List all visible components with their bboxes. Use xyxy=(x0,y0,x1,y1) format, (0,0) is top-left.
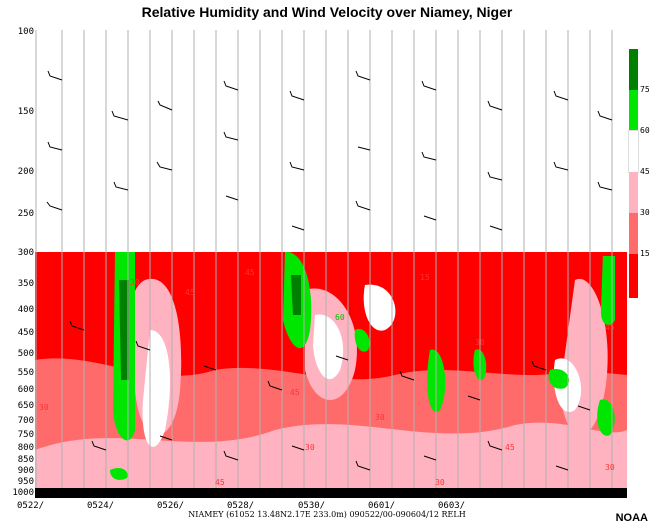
legend-label: 75 xyxy=(640,85,650,94)
legend-label: 60 xyxy=(640,126,650,135)
svg-text:15: 15 xyxy=(420,273,430,282)
x-tick: 0530/ xyxy=(298,501,326,511)
y-tick: 650 xyxy=(17,401,34,411)
y-tick: 250 xyxy=(17,209,34,219)
svg-text:30: 30 xyxy=(305,443,315,452)
svg-text:30: 30 xyxy=(435,478,445,487)
svg-text:30: 30 xyxy=(130,278,140,287)
legend-swatch-60-75 xyxy=(629,90,638,131)
x-tick: 0601/ xyxy=(368,501,396,511)
legend-label: 45 xyxy=(640,167,650,176)
y-tick: 550 xyxy=(17,368,34,378)
x-tick: 0528/ xyxy=(227,501,255,511)
legend-swatch-under15 xyxy=(629,254,638,298)
y-tick: 800 xyxy=(17,443,34,453)
y-tick: 950 xyxy=(17,477,34,487)
y-tick: 850 xyxy=(17,455,34,465)
y-tick: 450 xyxy=(17,328,34,338)
y-tick: 150 xyxy=(17,107,34,117)
humidity-contour-plot: 30 45 45 60 15 30 45 30 45 30 30 45 30 4… xyxy=(35,30,627,488)
chart-title: Relative Humidity and Wind Velocity over… xyxy=(141,4,513,20)
svg-text:45: 45 xyxy=(245,268,255,277)
y-tick: 900 xyxy=(17,466,34,476)
svg-text:60: 60 xyxy=(335,313,345,322)
credit-label: NOAA xyxy=(615,512,648,524)
legend-swatch-15-30 xyxy=(629,213,638,254)
legend-swatch-75plus xyxy=(629,49,638,90)
svg-text:30: 30 xyxy=(39,403,49,412)
y-tick: 750 xyxy=(17,430,34,440)
svg-text:30: 30 xyxy=(475,338,485,347)
y-tick: 350 xyxy=(17,279,34,289)
svg-text:30: 30 xyxy=(605,463,615,472)
x-tick: 0522/ xyxy=(17,501,45,511)
y-axis-labels: 100 150 200 250 300 350 400 450 500 550 … xyxy=(0,0,36,500)
y-tick: 100 xyxy=(17,27,34,37)
svg-text:45: 45 xyxy=(505,443,515,452)
x-tick: 0524/ xyxy=(87,501,115,511)
y-tick: 200 xyxy=(17,167,34,177)
color-legend: 75 60 45 30 15 xyxy=(628,49,650,298)
contour-svg: 30 45 45 60 15 30 45 30 45 30 30 45 30 4… xyxy=(35,30,627,488)
svg-text:45: 45 xyxy=(215,478,225,487)
surface-barb-band xyxy=(35,488,627,498)
y-tick: 500 xyxy=(17,349,34,359)
svg-text:30: 30 xyxy=(375,413,385,422)
y-tick: 600 xyxy=(17,385,34,395)
svg-text:45: 45 xyxy=(185,288,195,297)
y-tick: 300 xyxy=(17,248,34,258)
svg-text:45: 45 xyxy=(290,388,300,397)
svg-text:45: 45 xyxy=(605,323,615,332)
x-tick: 0526/ xyxy=(157,501,185,511)
chart-caption: NIAMEY (61052 13.48N2.17E 233.0m) 090522… xyxy=(188,510,466,519)
y-tick: 700 xyxy=(17,416,34,426)
legend-label: 30 xyxy=(640,208,650,217)
legend-swatch-45-60 xyxy=(628,130,639,173)
legend-swatch-30-45 xyxy=(629,172,638,213)
legend-label: 15 xyxy=(640,249,650,258)
y-tick: 1000 xyxy=(12,488,34,498)
x-tick: 0603/ xyxy=(438,501,466,511)
y-tick: 400 xyxy=(17,305,34,315)
